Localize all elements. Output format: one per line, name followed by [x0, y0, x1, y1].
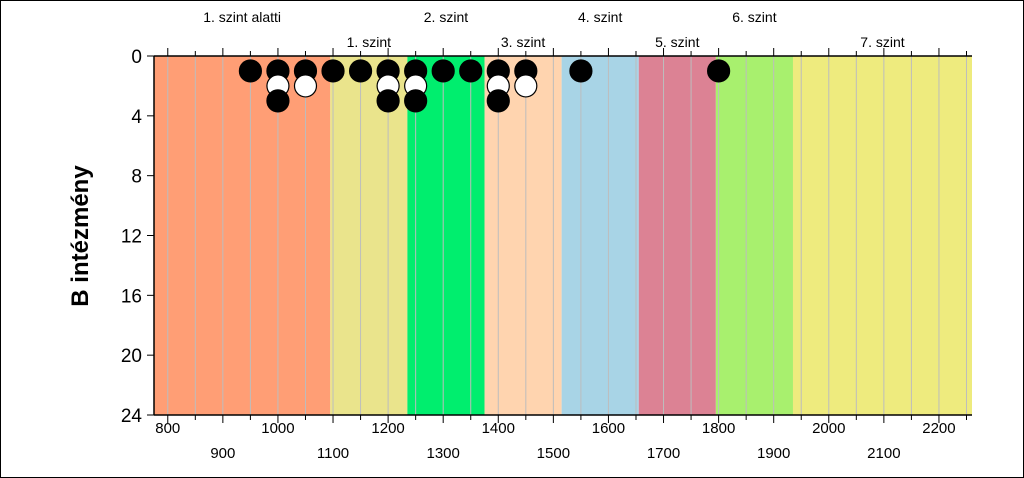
x-tick-label: 1900 — [757, 445, 790, 462]
level-band — [561, 56, 639, 415]
level-band — [330, 56, 408, 415]
x-tick-label: 1600 — [592, 420, 625, 437]
y-tick-label: 8 — [131, 167, 142, 188]
level-label: 1. szint — [347, 34, 391, 50]
data-point — [431, 59, 455, 83]
y-tick-label: 24 — [121, 406, 143, 427]
x-tick-label: 1200 — [371, 420, 404, 437]
x-tick-label: 800 — [155, 420, 180, 437]
data-point — [266, 89, 290, 113]
x-tick-label: 1500 — [537, 445, 570, 462]
data-point — [376, 89, 400, 113]
data-point — [321, 59, 345, 83]
x-tick-label: 2100 — [867, 445, 900, 462]
y-tick-label: 0 — [131, 47, 142, 68]
y-tick-label: 12 — [121, 227, 142, 248]
level-band — [792, 56, 972, 415]
vertical-grid — [167, 56, 967, 415]
x-tick-label: 1000 — [261, 420, 294, 437]
level-label: 3. szint — [501, 34, 545, 50]
data-point — [404, 89, 428, 113]
x-tick-label: 1400 — [482, 420, 515, 437]
x-tick-label: 1800 — [702, 420, 735, 437]
level-band — [638, 56, 716, 415]
data-point — [707, 59, 731, 83]
x-tick-label: 2200 — [922, 420, 955, 437]
data-point — [238, 59, 262, 83]
y-tick-labels: 0 4 8 12 16 20 24 — [121, 47, 143, 427]
x-tick-label: 1100 — [317, 445, 349, 462]
level-bands — [154, 56, 972, 415]
x-tick-label: 900 — [210, 445, 235, 462]
y-tick-label: 20 — [121, 346, 142, 367]
level-label: 5. szint — [655, 34, 699, 50]
level-label: 7. szint — [860, 34, 904, 50]
x-tick-label: 1300 — [427, 445, 460, 462]
data-point — [486, 89, 510, 113]
level-band — [407, 56, 485, 415]
level-label: 2. szint — [424, 9, 468, 25]
y-tick-label: 16 — [121, 286, 142, 307]
data-point — [459, 59, 483, 83]
data-point — [514, 74, 538, 98]
x-tick-labels: 800 1000 1200 1400 1600 1800 2000 2200 900 1100 13… — [155, 420, 955, 462]
y-axis-label: B intézmény — [67, 165, 94, 307]
x-tick-label: 1700 — [647, 445, 680, 462]
y-tick-label: 4 — [131, 107, 142, 128]
data-point — [348, 59, 373, 83]
level-band — [154, 56, 331, 415]
level-label: 6. szint — [732, 9, 776, 25]
level-label: 1. szint alatti — [203, 9, 281, 25]
level-label: 4. szint — [578, 9, 622, 25]
data-points — [238, 59, 731, 113]
data-point — [569, 59, 593, 83]
data-point — [293, 74, 318, 98]
axes — [147, 48, 972, 423]
level-labels: 1. szint alatti 1. szint 2. szint 3. szint 4… — [203, 9, 905, 50]
level-band — [484, 56, 562, 415]
level-band — [715, 56, 793, 415]
x-tick-label: 2000 — [812, 420, 845, 437]
